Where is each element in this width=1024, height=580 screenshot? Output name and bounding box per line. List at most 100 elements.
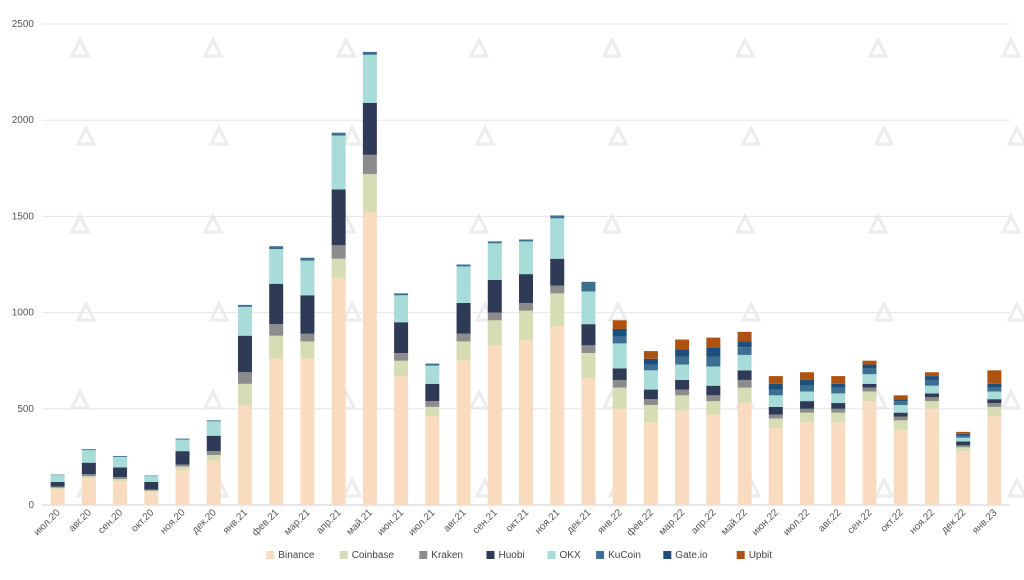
bar-segment-kraken (581, 345, 596, 354)
watermark-logo-icon (873, 300, 895, 322)
legend-swatch (339, 551, 348, 559)
watermark-logo-icon (75, 300, 97, 322)
bar-segment-kucoin (581, 281, 596, 292)
bar-segment-gate-io (737, 341, 752, 348)
bar-segment-coinbase (737, 387, 752, 404)
bar-segment-binance (425, 416, 440, 505)
bar-segment-okx (175, 439, 190, 452)
bar-segment-kraken (956, 445, 971, 448)
x-tick-label: ноя.22 (908, 507, 938, 537)
watermark-logo-icon (867, 212, 889, 234)
watermark-logo-icon (468, 36, 490, 58)
bar-segment-coinbase (581, 353, 596, 379)
bar-segment-huobi (269, 283, 284, 325)
bar-segment-binance (50, 489, 65, 505)
bar-segment-kraken (175, 464, 190, 467)
watermark-logo-icon (474, 124, 496, 146)
bar-segment-okx (706, 366, 721, 386)
x-tick-label: дек.22 (940, 507, 969, 536)
bar-segment-binance (331, 277, 346, 505)
bar-segment-binance (175, 470, 190, 505)
watermark-logo-icon (69, 36, 91, 58)
watermark-logo-icon (69, 212, 91, 234)
bar-segment-okx (581, 291, 596, 325)
legend-item: Upbit (736, 550, 772, 561)
bar-segment-okx (456, 266, 471, 303)
bar-segment-kraken (237, 372, 252, 384)
watermark-logo-icon (1006, 476, 1024, 498)
y-tick-label: 1500 (12, 211, 35, 222)
bar-segment-coinbase (144, 490, 159, 492)
bar-segment-kraken (362, 154, 377, 175)
bar-segment-kraken (737, 379, 752, 388)
bar-segment-huobi (643, 389, 658, 400)
bar-segment-huobi (175, 451, 190, 465)
bar-segment-binance (394, 376, 409, 505)
bar-segment-kucoin (487, 241, 502, 244)
bar-segment-huobi (362, 102, 377, 155)
x-tick-label: май.21 (345, 507, 376, 538)
x-tick-label: дек.20 (190, 507, 219, 536)
legend-swatch (547, 551, 556, 559)
bar-segment-upbit (612, 320, 627, 329)
bar-segment-binance (237, 404, 252, 505)
bar-segment-huobi (50, 481, 65, 487)
bar-segment-coinbase (362, 174, 377, 213)
bar-segment-binance (144, 491, 159, 505)
bar-segment-coinbase (81, 476, 96, 479)
bar-segment-kraken (456, 333, 471, 342)
bar-segment-huobi (206, 435, 221, 452)
bar-segment-binance (924, 408, 939, 505)
bar-segment-coinbase (768, 418, 783, 429)
bar-segment-gate-io (862, 364, 877, 369)
bar-segment-kucoin (425, 363, 440, 366)
x-tick-label: янв.23 (970, 507, 999, 536)
watermark-logo-icon (202, 388, 224, 410)
x-tick-label: дек.21 (565, 507, 594, 536)
bar-segment-kucoin (987, 387, 1002, 392)
legend-swatch (486, 551, 495, 559)
bar-segment-upbit (737, 331, 752, 342)
bar-segment-binance (768, 428, 783, 505)
bar-segment-gate-io (675, 349, 690, 357)
bar-segment-coinbase (175, 466, 190, 471)
bar-segment-kraken (706, 395, 721, 402)
legend-label: KuCoin (608, 550, 641, 561)
bar-segment-coinbase (206, 454, 221, 461)
bar-segment-huobi (144, 481, 159, 490)
bar-segment-coinbase (550, 293, 565, 327)
x-tick-label: апр.22 (689, 507, 719, 537)
watermark-logo-icon (341, 124, 363, 146)
bar-segment-gate-io (643, 358, 658, 365)
bar-segment-upbit (768, 376, 783, 384)
bar-segment-kucoin (331, 132, 346, 136)
bar-segment-binance (956, 451, 971, 505)
x-tick-label: фев.21 (249, 506, 281, 538)
bar-segment-huobi (924, 393, 939, 398)
bar-segment-okx (81, 450, 96, 463)
bar-segment-coinbase (956, 447, 971, 452)
bar-segment-binance (737, 403, 752, 505)
y-axis: 0 500 1000 1500 2000 2500 (12, 19, 35, 511)
bar-segment-huobi (81, 462, 96, 475)
legend-item: OKX (547, 550, 581, 561)
x-axis: июл.20 авг.20 сен.20 окт.20 ноя.20 дек.20 янв.… (32, 506, 1000, 538)
bar-segment-binance (519, 339, 533, 505)
bar-segment-upbit (643, 351, 658, 359)
bar-segment-kraken (113, 477, 128, 480)
bar-segment-huobi (737, 370, 752, 380)
bar-segment-kraken (831, 408, 846, 413)
x-tick-label: апр.21 (314, 507, 344, 537)
bar-segment-kucoin (862, 368, 877, 375)
watermark-logo-icon (335, 36, 357, 58)
bar-segment-coinbase (831, 412, 846, 423)
x-tick-label: янв.22 (596, 507, 625, 536)
watermark-logo-icon (341, 300, 363, 322)
watermark-logo-icon (607, 124, 629, 146)
bar-segment-okx (987, 391, 1002, 400)
watermark-logo-icon (1006, 300, 1024, 322)
x-tick-label: янв.21 (221, 507, 250, 536)
bar-segment-coinbase (331, 258, 346, 278)
bar-segment-kraken (800, 408, 815, 413)
legend-swatch (596, 551, 605, 559)
